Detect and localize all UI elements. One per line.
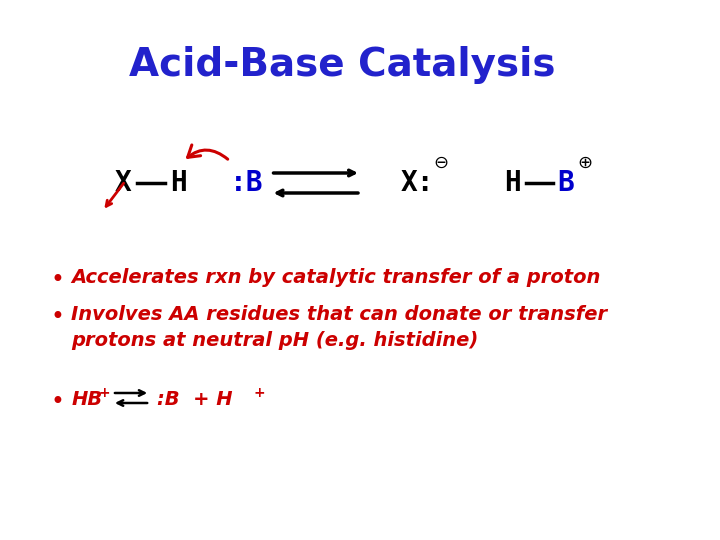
Text: B: B bbox=[557, 169, 575, 197]
Text: •: • bbox=[50, 390, 64, 414]
Text: :B: :B bbox=[230, 169, 264, 197]
FancyArrowPatch shape bbox=[188, 145, 228, 159]
Text: ⊕: ⊕ bbox=[577, 154, 593, 172]
Text: •: • bbox=[50, 268, 64, 292]
Text: X:: X: bbox=[401, 169, 435, 197]
Text: Involves AA residues that can donate or transfer
protons at neutral pH (e.g. his: Involves AA residues that can donate or … bbox=[71, 305, 608, 350]
Text: ⊖: ⊖ bbox=[433, 154, 449, 172]
Text: :B  + H: :B + H bbox=[157, 390, 233, 409]
Text: HB: HB bbox=[71, 390, 102, 409]
Text: H: H bbox=[170, 169, 187, 197]
Text: H: H bbox=[505, 169, 521, 197]
Text: •: • bbox=[50, 305, 64, 329]
Text: +: + bbox=[253, 386, 265, 400]
Text: X: X bbox=[115, 169, 132, 197]
Text: +: + bbox=[99, 386, 110, 400]
Text: Acid-Base Catalysis: Acid-Base Catalysis bbox=[129, 46, 555, 84]
Text: Accelerates rxn by catalytic transfer of a proton: Accelerates rxn by catalytic transfer of… bbox=[71, 268, 600, 287]
